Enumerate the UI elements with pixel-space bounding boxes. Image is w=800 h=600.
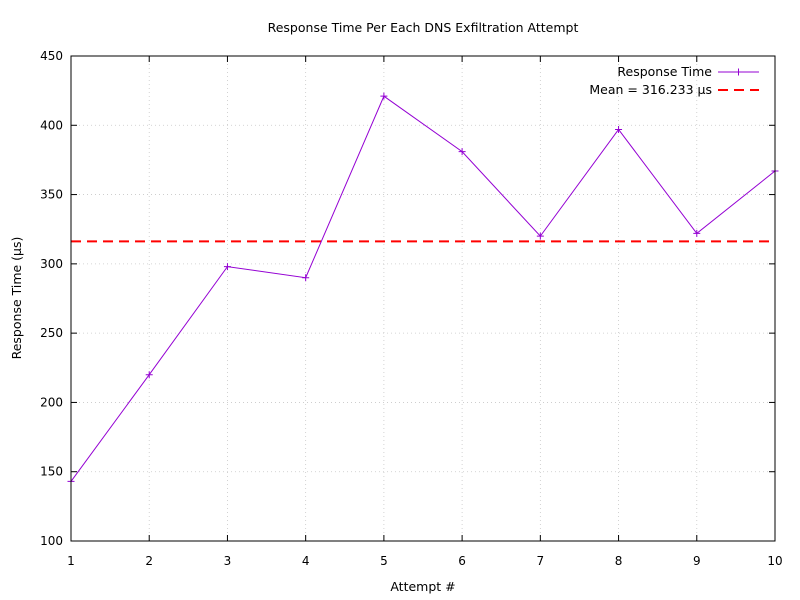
data-point [536,232,544,240]
legend-label: Response Time [617,64,712,79]
x-tick-label: 6 [458,554,466,568]
legend-marker [735,68,742,76]
y-tick-label: 300 [40,257,63,271]
series-layer [67,92,779,485]
data-point [223,263,231,271]
chart-title: Response Time Per Each DNS Exfiltration … [268,20,579,35]
y-tick-label: 350 [40,188,63,202]
y-axis: 100 150 200 250 300 350 400 450 [40,49,775,548]
x-tick-label: 10 [767,554,782,568]
x-tick-label: 8 [615,554,623,568]
x-tick-label: 7 [537,554,545,568]
data-point [145,371,153,379]
x-tick-label: 9 [693,554,701,568]
series-line [70,95,776,482]
x-tick-label: 5 [380,554,388,568]
y-tick-label: 200 [40,395,63,409]
data-point [380,92,388,100]
x-axis: 1 2 3 4 5 6 7 8 9 10 [67,56,783,568]
grid [70,55,776,542]
data-point [458,148,466,156]
y-axis-label: Response Time (μs) [9,237,24,360]
data-point [693,229,701,237]
data-point [302,274,310,282]
y-tick-label: 100 [40,534,63,548]
legend: Response Time Mean = 316.233 μs [589,64,759,97]
legend-label: Mean = 316.233 μs [589,82,712,97]
y-tick-label: 400 [40,118,63,132]
x-tick-label: 4 [302,554,310,568]
x-tick-label: 2 [145,554,153,568]
x-axis-label: Attempt # [390,579,455,594]
y-tick-label: 450 [40,49,63,63]
y-tick-label: 150 [40,465,63,479]
y-tick-label: 250 [40,326,63,340]
x-tick-label: 1 [67,554,75,568]
data-point [615,125,623,133]
plot-frame [70,55,776,542]
x-tick-label: 3 [224,554,232,568]
